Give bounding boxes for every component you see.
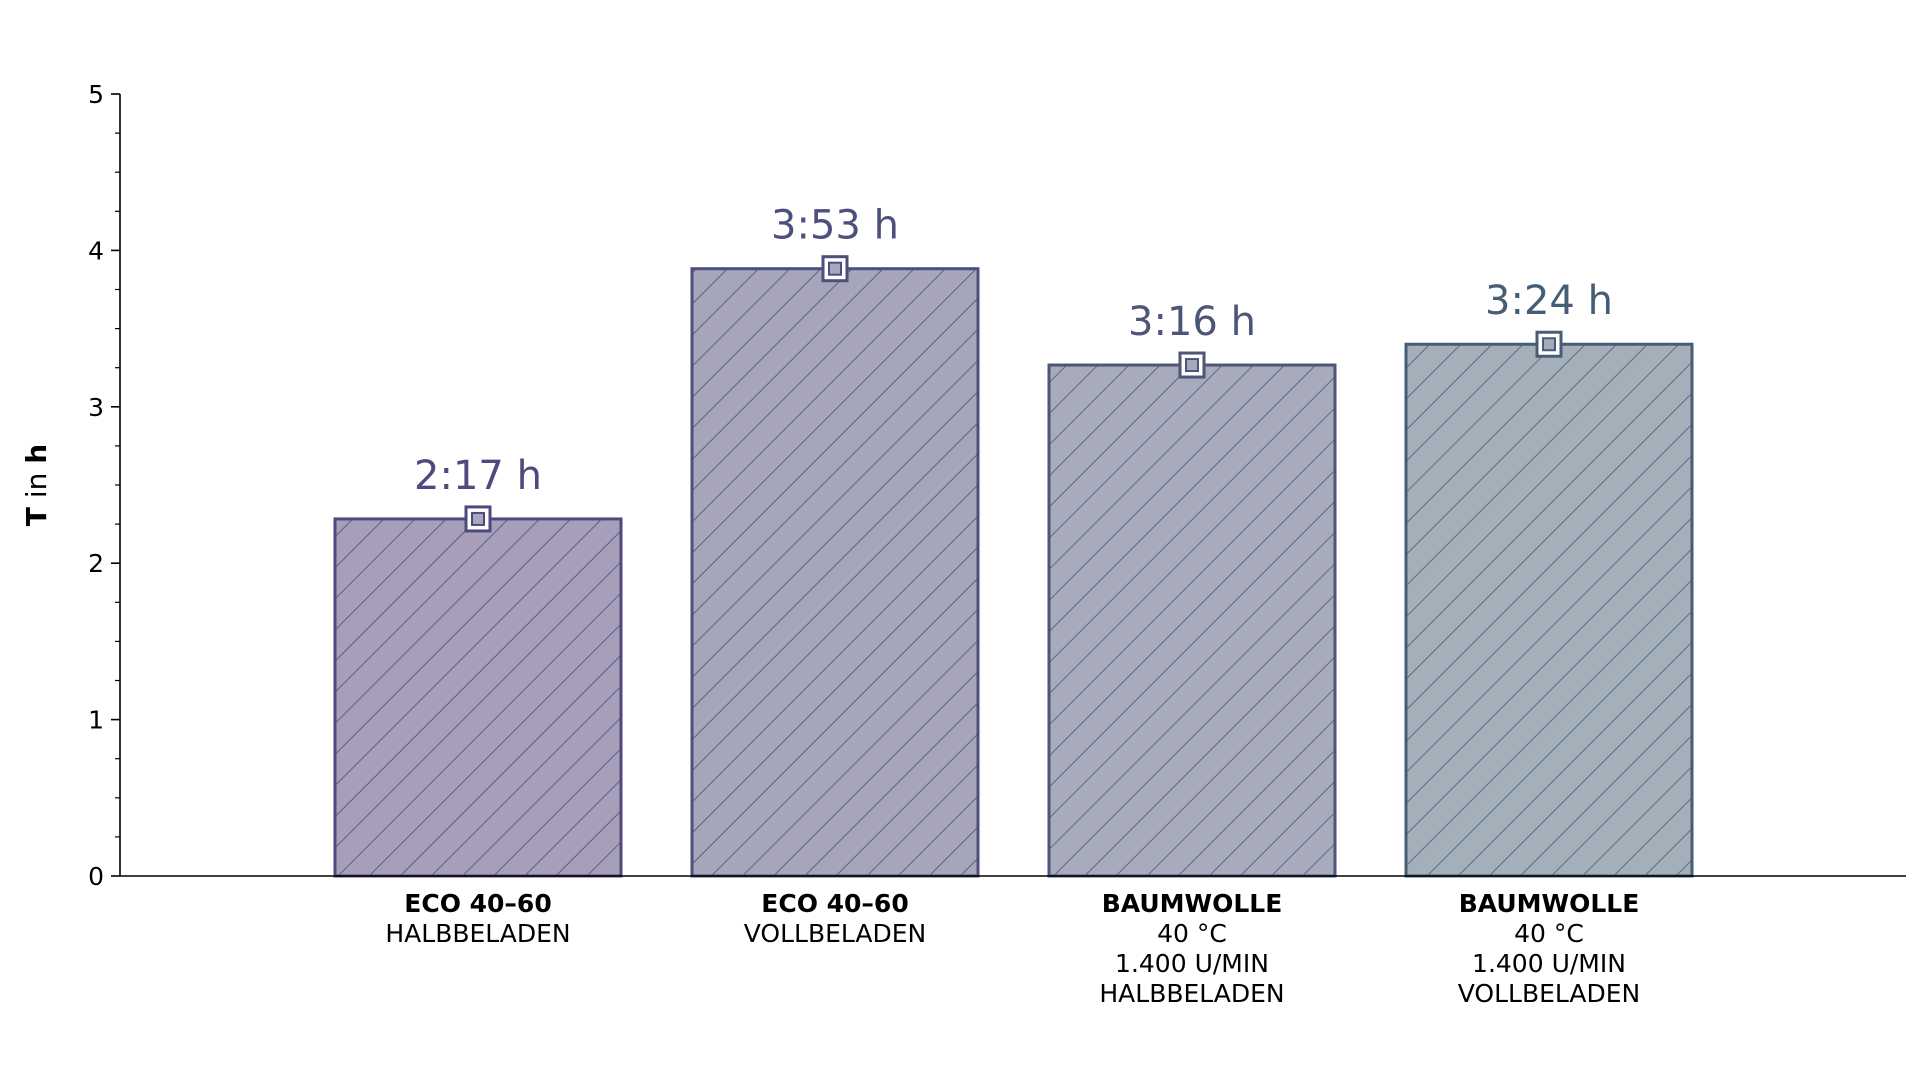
- y-tick-label-1: 1: [88, 706, 104, 735]
- y-tick-label-4: 4: [88, 236, 104, 265]
- bars-layer: [333, 255, 1694, 878]
- bar-4: [1404, 342, 1694, 878]
- category-title-1: ECO 40–60: [404, 889, 551, 918]
- bar-marker-inner-4: [1542, 337, 1556, 352]
- bar-marker-inner-2: [828, 261, 842, 276]
- category-line-2-1: VOLLBELADEN: [744, 919, 927, 948]
- value-label-1: 2:17 h: [414, 453, 542, 499]
- bar-3: [1047, 363, 1337, 878]
- bar-2: [690, 267, 980, 878]
- category-title-2: ECO 40–60: [761, 889, 908, 918]
- category-title-3: BAUMWOLLE: [1102, 889, 1283, 918]
- y-tick-label-3: 3: [88, 393, 104, 422]
- y-tick-label-2: 2: [88, 549, 104, 578]
- y-axis-label-unit: h: [20, 444, 53, 464]
- y-tick-label-5: 5: [88, 80, 104, 109]
- category-line-3-1: 40 °C: [1157, 919, 1227, 948]
- bar-marker-1: [464, 505, 492, 533]
- category-line-3-2: 1.400 U/MIN: [1115, 949, 1269, 978]
- category-line-4-1: 40 °C: [1514, 919, 1584, 948]
- category-title-4: BAUMWOLLE: [1459, 889, 1640, 918]
- category-line-4-2: 1.400 U/MIN: [1472, 949, 1626, 978]
- y-axis-label: T in h: [20, 444, 53, 526]
- category-line-4-3: VOLLBELADEN: [1458, 979, 1641, 1008]
- category-line-3-3: HALBBELADEN: [1099, 979, 1284, 1008]
- y-axis-label-connector: in: [20, 464, 53, 507]
- value-label-4: 3:24 h: [1485, 278, 1613, 324]
- bar-marker-inner-1: [471, 511, 485, 526]
- bar-marker-inner-3: [1185, 358, 1199, 373]
- value-label-3: 3:16 h: [1128, 299, 1256, 345]
- y-tick-label-0: 0: [88, 862, 104, 891]
- bar-1: [333, 517, 623, 878]
- category-line-1-1: HALBBELADEN: [385, 919, 570, 948]
- y-axis-label-symbol: T: [20, 507, 53, 526]
- value-label-2: 3:53 h: [771, 203, 899, 249]
- axes-layer: 0 1 2 3 4 5 T in h: [20, 80, 1906, 891]
